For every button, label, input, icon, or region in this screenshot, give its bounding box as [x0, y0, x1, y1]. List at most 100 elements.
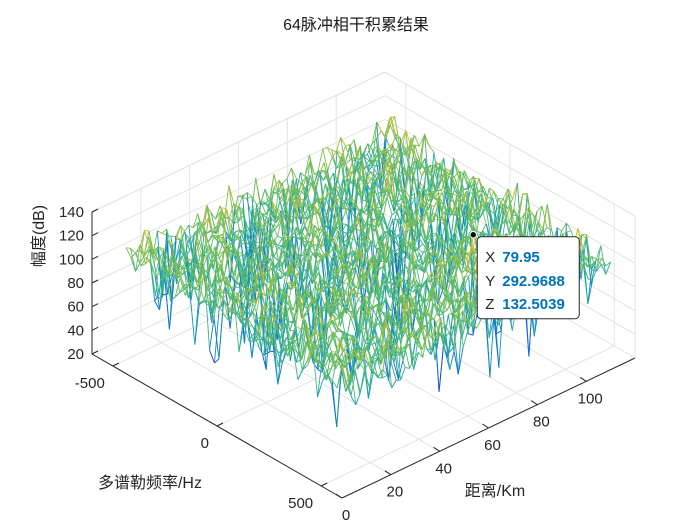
surface-segment — [375, 180, 382, 208]
surface-segment — [371, 347, 377, 359]
surface-segment — [352, 334, 358, 344]
surface-segment — [345, 207, 351, 211]
surface-segment — [135, 244, 141, 253]
surface-segment — [294, 266, 300, 268]
surface-segment — [343, 339, 349, 352]
surface-segment — [370, 273, 377, 282]
surface-segment — [202, 205, 208, 237]
surface-segment — [478, 178, 485, 203]
surface-segment — [285, 261, 292, 283]
surface-segment — [495, 216, 501, 226]
surface-segment — [415, 260, 421, 269]
surface-segment — [513, 209, 520, 218]
surface-segment — [520, 232, 526, 236]
surface-segment — [207, 290, 213, 294]
surface-segment — [314, 170, 319, 175]
surface-segment — [208, 300, 214, 303]
surface-segment — [378, 149, 384, 178]
surface-segment — [240, 300, 247, 309]
surface-segment — [267, 322, 273, 345]
surface-segment — [292, 296, 299, 311]
surface-segment — [345, 309, 352, 318]
surface-segment — [335, 298, 342, 319]
surface-segment — [404, 188, 411, 198]
surface-segment — [184, 291, 191, 296]
surface-segment — [227, 241, 233, 247]
surface-segment — [376, 191, 382, 195]
surface-segment — [352, 338, 359, 353]
surface-segment — [474, 178, 480, 202]
wall-edge-line — [384, 71, 636, 217]
surface-segment — [322, 148, 329, 171]
surface-segment — [181, 257, 188, 269]
surface-segment — [283, 235, 289, 240]
surface-segment — [337, 220, 344, 244]
surface-segment — [445, 221, 451, 253]
wall-edge-line — [91, 71, 386, 213]
floor-grid-line — [320, 345, 615, 487]
surface-segment — [332, 150, 338, 210]
surface-segment — [254, 262, 261, 291]
surface-segment — [247, 256, 254, 263]
surface-segment — [273, 272, 279, 275]
surface-segment — [253, 275, 259, 280]
surface-segment — [349, 144, 356, 161]
surface-segment — [207, 284, 214, 314]
surface-segment — [283, 292, 289, 297]
surface-segment — [413, 135, 420, 147]
surface-segment — [366, 303, 373, 310]
surface-segment — [430, 161, 437, 195]
surface-segment — [292, 281, 298, 294]
surface-segment — [165, 264, 171, 270]
surface-segment — [351, 218, 358, 231]
surface-segment — [424, 248, 430, 263]
surface-segment — [218, 241, 224, 255]
surface-segment — [223, 252, 230, 276]
surface-segment — [288, 185, 294, 188]
surface-segment — [405, 137, 412, 156]
surface-segment — [250, 242, 257, 249]
surface-segment — [434, 213, 441, 220]
surface-segment — [371, 138, 377, 145]
surface-segment — [333, 230, 339, 240]
surface-segment — [412, 280, 419, 289]
surface-segment — [286, 282, 293, 289]
surface-segment — [277, 189, 284, 193]
surface-segment — [258, 314, 264, 347]
surface-segment — [130, 248, 136, 272]
surface-segment — [242, 208, 249, 240]
surface-segment — [279, 270, 285, 275]
surface-segment — [261, 315, 267, 370]
surface-segment — [479, 193, 486, 206]
surface-segment — [358, 300, 365, 329]
surface-segment — [528, 207, 534, 215]
surface-segment — [239, 230, 245, 242]
surface-segment — [236, 299, 243, 315]
surface-segment — [420, 202, 426, 204]
surface-segment — [168, 250, 174, 277]
surface-segment — [342, 174, 349, 180]
surface-segment — [366, 281, 372, 284]
surface-segment — [477, 230, 483, 237]
surface-segment — [459, 240, 466, 245]
surface-segment — [285, 261, 292, 274]
surface-segment — [384, 161, 391, 189]
surface-segment — [590, 260, 597, 285]
surface-segment — [466, 196, 473, 217]
surface-segment — [265, 200, 272, 215]
surface-segment — [417, 243, 424, 250]
surface-segment — [390, 254, 397, 265]
surface-segment — [354, 315, 361, 333]
surface-segment — [398, 173, 405, 193]
surface-segment — [453, 158, 459, 178]
surface-segment — [341, 209, 347, 224]
surface-segment — [228, 298, 235, 313]
surface-segment — [389, 116, 396, 126]
surface-segment — [289, 315, 295, 332]
surface-segment — [273, 247, 279, 257]
surface-segment — [424, 202, 431, 206]
surface-segment — [384, 118, 391, 135]
surface-segment — [406, 266, 412, 272]
surface-segment — [271, 216, 278, 233]
